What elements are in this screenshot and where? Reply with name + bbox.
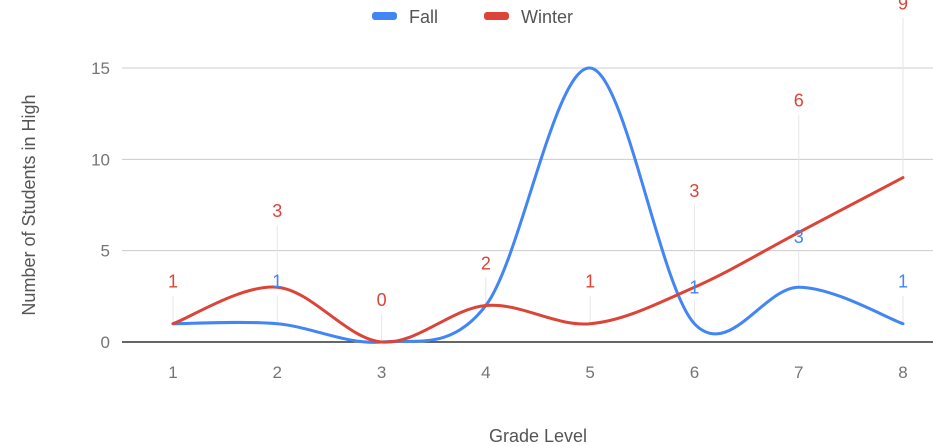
y-tick-label: 0 — [101, 333, 110, 352]
data-label-winter: 3 — [689, 181, 699, 201]
x-axis-title: Grade Level — [489, 426, 587, 446]
legend-label-winter: Winter — [521, 7, 573, 27]
y-tick-label: 10 — [91, 150, 110, 169]
x-tick-label: 8 — [898, 363, 907, 382]
x-tick-label: 7 — [794, 363, 803, 382]
data-label-fall: 3 — [794, 227, 804, 247]
data-label-winter: 6 — [794, 90, 804, 110]
y-tick-label: 15 — [91, 59, 110, 78]
legend-swatch-winter — [484, 12, 509, 20]
data-label-fall: 1 — [272, 272, 282, 292]
x-tick-label: 6 — [690, 363, 699, 382]
x-tick-label: 2 — [273, 363, 282, 382]
data-label-winter: 1 — [168, 272, 178, 292]
data-label-winter: 2 — [481, 253, 491, 273]
data-label-winter: 9 — [898, 0, 908, 14]
series-line-winter — [171, 176, 905, 344]
data-labels: 1 1 3 1 1 3 0 2 1 3 6 9 — [168, 0, 908, 310]
x-tick-label: 1 — [168, 363, 177, 382]
data-label-winter: 0 — [377, 290, 387, 310]
legend: Fall Winter — [372, 7, 573, 27]
y-axis-title: Number of Students in High — [19, 94, 39, 315]
legend-label-fall: Fall — [409, 7, 438, 27]
data-label-winter: 3 — [272, 201, 282, 221]
series-line-fall — [171, 66, 905, 344]
y-axis-ticks: 0 5 10 15 — [91, 59, 110, 352]
x-tick-label: 5 — [585, 363, 594, 382]
data-label-leaders — [172, 17, 904, 342]
y-tick-label: 5 — [101, 242, 110, 261]
gridlines — [122, 67, 933, 343]
series-lines — [171, 66, 905, 344]
data-label-fall: 1 — [898, 272, 908, 292]
data-label-winter: 1 — [585, 272, 595, 292]
legend-swatch-fall — [372, 12, 397, 20]
x-tick-label: 4 — [481, 363, 490, 382]
data-label-fall: 1 — [689, 278, 699, 298]
x-tick-label: 3 — [377, 363, 386, 382]
x-axis-ticks: 1 2 3 4 5 6 7 8 — [168, 363, 907, 382]
